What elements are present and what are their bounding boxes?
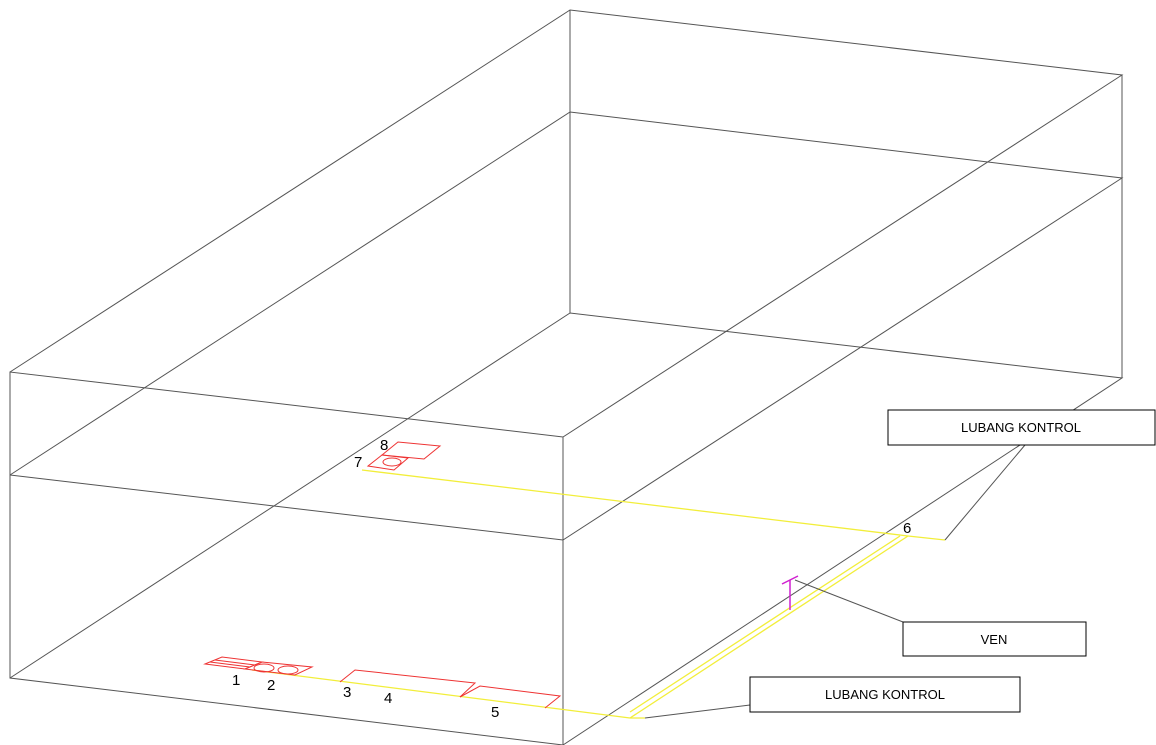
point-label: 4 <box>384 690 392 707</box>
callout: VEN <box>981 632 1008 647</box>
callout: LUBANG KONTROL <box>961 420 1081 435</box>
point-label: 5 <box>491 704 499 721</box>
fixtures <box>205 442 798 708</box>
drawing: LUBANG KONTROL VEN LUBANG KONTROL 1 2 3 … <box>0 0 1156 745</box>
point-label: 2 <box>267 677 275 694</box>
point-label: 1 <box>232 672 240 689</box>
callout-boxes: LUBANG KONTROL VEN LUBANG KONTROL <box>750 410 1155 712</box>
callout: LUBANG KONTROL <box>825 687 945 702</box>
point-label: 6 <box>903 520 911 537</box>
point-label: 3 <box>343 684 351 701</box>
point-label: 7 <box>354 454 362 471</box>
point-label: 8 <box>380 437 388 454</box>
